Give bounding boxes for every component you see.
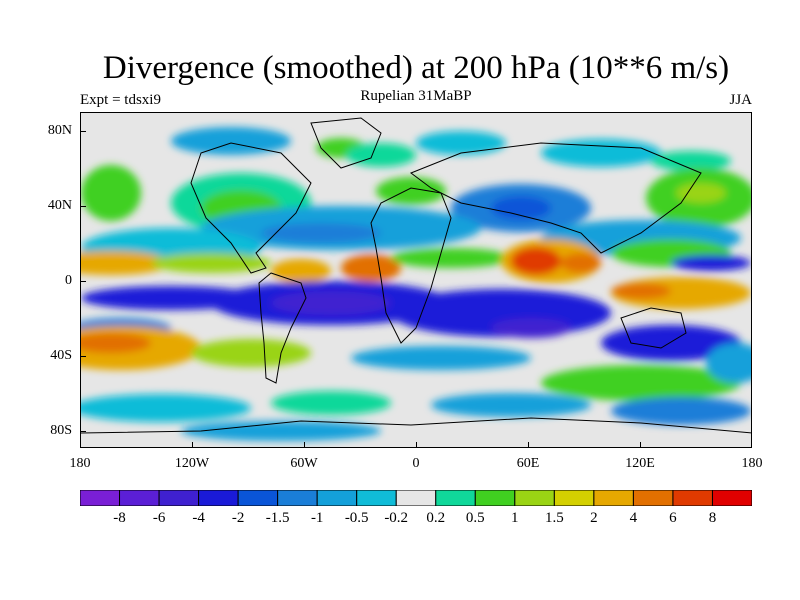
lon-label-0: 0 [412,456,420,471]
colorbar-swatch [119,490,160,506]
colorbar-label: 1 [511,510,519,526]
lat-label-80n: 80N [47,123,72,138]
x-tick [640,442,641,448]
colorbar-label: 2 [590,510,598,526]
x-tick [416,442,417,448]
x-tick [304,442,305,448]
lat-label-80s: 80S [50,423,72,438]
colorbar-swatch [632,490,674,506]
colorbar-swatch [316,490,358,506]
colorbar-label: -8 [113,510,126,526]
colorbar-swatch [672,490,713,506]
x-tick [192,442,193,448]
colorbar-label: 8 [708,510,717,526]
colorbar-swatch [474,490,516,506]
y-tick [80,431,86,432]
colorbar-label: 0.5 [465,510,485,526]
season-label: JJA [729,92,752,108]
lon-label-60w: 60W [290,456,318,471]
colorbar-swatch [198,490,239,506]
colorbar-label: -0.5 [344,510,369,526]
lon-label-180w: 180 [69,456,91,471]
divergence-field [81,113,751,447]
y-tick [80,131,86,132]
colorbar-label: -1.5 [265,510,290,526]
lon-label-120w: 120W [174,456,210,471]
colorbar-swatch [237,490,279,506]
coastlines [81,117,751,434]
lon-label-60e: 60E [516,456,540,471]
colorbar-label: 4 [629,510,638,526]
colorbar-swatch [158,490,200,506]
colorbar-swatch [395,490,437,506]
colorbar [80,490,752,506]
y-tick [80,281,86,282]
experiment-label: Expt = tdsxi9 [80,92,161,108]
colorbar-swatch [711,490,752,506]
y-tick [80,206,86,207]
colorbar-swatch [593,490,634,506]
colorbar-label: -0.2 [384,510,409,526]
map-panel [80,112,752,448]
colorbar-swatch [277,490,318,506]
colorbar-swatch [80,490,121,506]
lat-label-0: 0 [65,273,72,288]
lat-label-40s: 40S [50,348,72,363]
colorbar-swatch [514,490,555,506]
map-subtitle: Rupelian 31MaBP [360,88,472,104]
colorbar-label: 0.2 [426,510,446,526]
lon-label-180e: 180 [741,456,763,471]
y-tick [80,356,86,357]
lat-label-40n: 40N [47,198,72,213]
colorbar-swatch [553,490,595,506]
colorbar-label: -2 [231,510,245,526]
lon-label-120e: 120E [625,456,655,471]
colorbar-label: -4 [192,510,205,526]
map-title: Divergence (smoothed) at 200 hPa (10**6 … [102,50,730,86]
colorbar-label: -1 [310,510,324,526]
colorbar-label: -6 [152,510,166,526]
colorbar-swatch [356,490,397,506]
x-tick [528,442,529,448]
colorbar-label: 6 [669,510,677,526]
colorbar-swatch [435,490,476,506]
colorbar-label: 1.5 [545,510,564,526]
